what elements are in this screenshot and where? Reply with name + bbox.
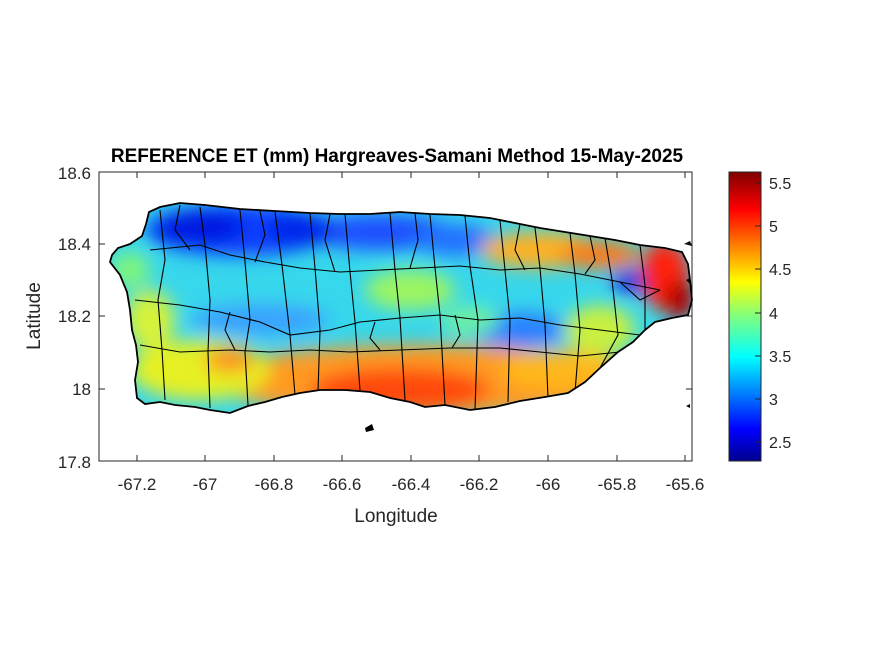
- colorbar-tick-label: 4: [769, 306, 778, 323]
- x-tick-label: -66.8: [255, 475, 294, 494]
- colorbar-tick-label: 2.5: [769, 435, 791, 452]
- colorbar-tick-label: 3.5: [769, 349, 791, 366]
- x-tick-label: -65.8: [598, 475, 637, 494]
- x-axis: [136, 172, 686, 461]
- y-axis-label: Latitude: [24, 282, 45, 350]
- y-tick-label: 18.4: [58, 235, 91, 254]
- small-island: [365, 424, 374, 432]
- colorbar-tick-label: 5: [769, 219, 778, 236]
- y-tick-label: 18.2: [58, 307, 91, 326]
- x-tick-label: -67: [193, 475, 218, 494]
- x-tick-label: -66.4: [392, 475, 431, 494]
- x-tick-label: -66.6: [323, 475, 362, 494]
- small-island: [686, 278, 690, 284]
- small-island: [686, 404, 690, 408]
- et-heatmap: [110, 203, 692, 413]
- y-tick-label: 18: [72, 380, 91, 399]
- colorbar-tick-label: 4.5: [769, 262, 791, 279]
- colorbar-tick-label: 3: [769, 392, 778, 409]
- x-axis-label: Longitude: [354, 506, 437, 527]
- x-tick-label: -66: [536, 475, 561, 494]
- colorbar-ticks: [755, 182, 761, 443]
- municipality-boundaries: [134, 204, 661, 411]
- y-axis: [99, 243, 692, 390]
- colorbar: [728, 171, 762, 462]
- y-tick-label: 17.8: [58, 453, 91, 472]
- colorbar-tick-label: 5.5: [769, 176, 791, 193]
- x-tick-label: -67.2: [118, 475, 157, 494]
- x-tick-label: -65.6: [666, 475, 705, 494]
- x-tick-label: -66.2: [460, 475, 499, 494]
- y-tick-label: 18.6: [58, 164, 91, 183]
- chart-title: REFERENCE ET (mm) Hargreaves-Samani Meth…: [111, 146, 684, 167]
